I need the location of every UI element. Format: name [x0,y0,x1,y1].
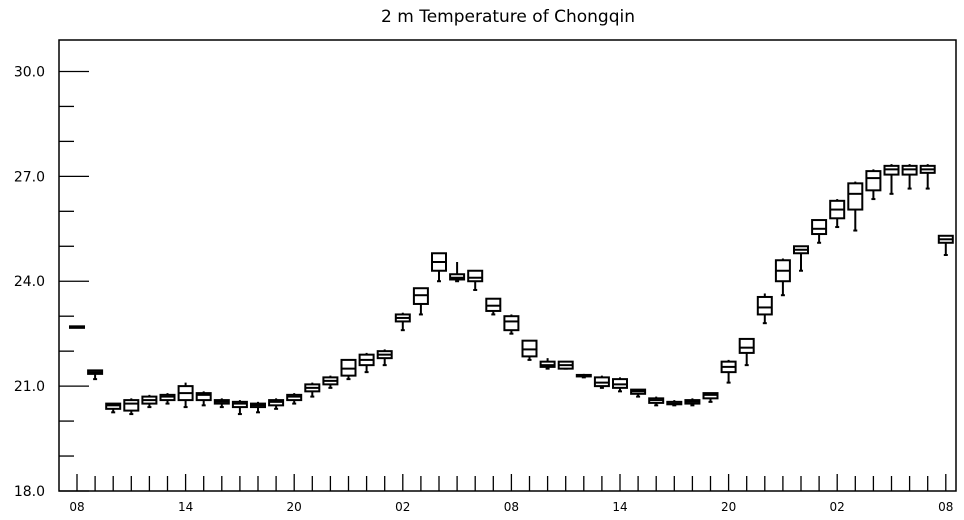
box-item [575,373,592,379]
box-item [901,164,918,190]
x-tick-label: 20 [287,500,302,514]
box-item [322,375,339,389]
box-item [394,312,411,332]
box-item [286,393,303,405]
box-item [467,269,484,291]
box-item [250,401,266,414]
y-tick-label: 27.0 [14,169,45,185]
box-body [467,269,484,283]
box-item [431,252,447,283]
box-item [268,398,285,410]
box-item [159,393,176,405]
box-item [213,398,230,409]
box-item [123,398,140,416]
box-item [684,398,701,407]
box-item [503,314,520,335]
box-series [69,164,954,416]
box-body [195,392,212,402]
box-item [141,394,158,409]
box-body [811,219,828,236]
x-tick-label: 08 [69,500,84,514]
box-body [756,295,773,316]
box-item [539,358,556,370]
box-item [557,360,574,370]
box-body [865,170,882,192]
box-item [593,375,610,389]
box-item [774,258,791,297]
box-item [847,181,864,232]
box-body [123,399,140,412]
box-item [666,400,683,407]
plot-frame [58,39,957,492]
box-item [358,352,375,374]
box-body [503,315,520,332]
box-item [412,287,429,316]
box-item [485,297,502,316]
box-item [630,388,647,398]
x-tick-label: 02 [395,500,410,514]
y-tick-label: 24.0 [14,274,45,290]
box-item [87,369,104,381]
box-body [738,337,755,354]
box-item [738,337,755,367]
x-tick-label: 20 [721,500,736,514]
box-item [376,349,393,367]
x-tick-label: 14 [178,500,193,514]
box-item [340,358,357,381]
box-item [720,359,737,384]
box-item [937,234,954,257]
box-item [756,293,773,325]
box-item [195,391,212,407]
box-item [793,245,809,272]
box-item [648,396,665,407]
box-item [105,402,122,414]
box-item [883,164,900,195]
box-body [847,182,864,211]
box-item [304,382,321,398]
x-tick-label: 08 [504,500,519,514]
y-tick-label: 21.0 [14,379,45,395]
chart-title: 2 m Temperature of Chongqin [381,7,635,27]
x-tick-label: 02 [830,500,845,514]
box-item [521,339,538,361]
box-item [811,219,828,244]
box-item [865,169,882,201]
x-tick-label: 14 [612,500,627,514]
y-tick-label: 18.0 [14,484,45,500]
box-item [702,392,719,403]
x-tick-label: 08 [938,500,953,514]
box-item [612,377,628,393]
box-item [919,164,936,190]
box-item [449,262,466,283]
y-axis: 18.0 21.0 24.0 27.0 30.0 [14,64,89,500]
y-tick-label: 30.0 [14,64,45,80]
box-item [231,400,248,416]
box-item [829,199,846,229]
x-axis: 08 14 20 02 08 14 20 02 08 [69,474,953,514]
box-item [177,382,194,409]
box-item [69,325,85,329]
